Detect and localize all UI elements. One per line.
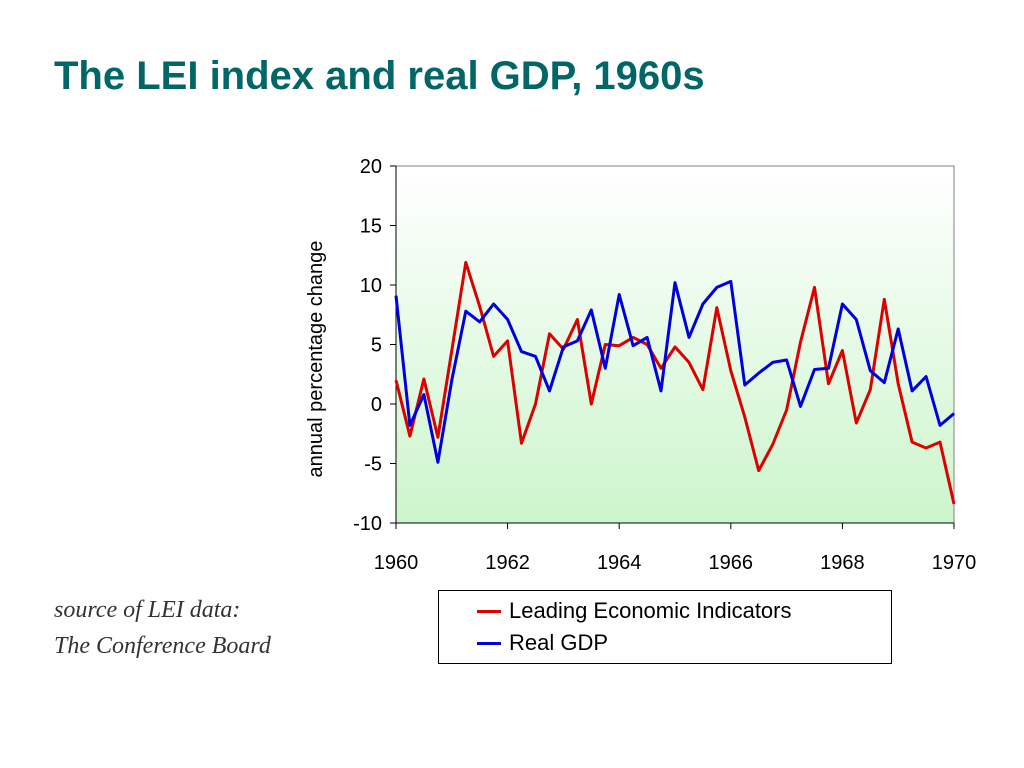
x-tick-label: 1960	[374, 552, 419, 574]
series-group	[394, 260, 956, 505]
legend-item-lei: Leading Economic Indicators	[477, 595, 891, 627]
y-tick-label: 5	[371, 335, 382, 357]
legend-label-lei: Leading Economic Indicators	[509, 598, 792, 623]
y-tick-label: 15	[360, 216, 382, 238]
y-tick-label: -10	[353, 513, 382, 535]
y-tick-label: 20	[360, 156, 382, 178]
legend-swatch-gdp	[477, 641, 501, 645]
y-tick-label: -5	[364, 454, 382, 476]
source-note: source of LEI data: The Conference Board	[54, 592, 271, 664]
x-tick-label: 1964	[597, 552, 642, 574]
slide-title: The LEI index and real GDP, 1960s	[54, 54, 705, 98]
plot-area	[395, 165, 955, 524]
y-tick-label: 0	[371, 394, 382, 416]
x-tick-label: 1970	[932, 552, 977, 574]
y-axis-label: annual percentage change	[305, 241, 327, 478]
x-tick-label: 1966	[709, 552, 754, 574]
chart-legend: Leading Economic Indicators Real GDP	[438, 590, 892, 664]
legend-item-gdp: Real GDP	[477, 627, 891, 659]
series-line-leading-economic-indicators	[394, 260, 956, 505]
legend-label-gdp: Real GDP	[509, 630, 609, 655]
source-note-line-2: The Conference Board	[54, 633, 271, 659]
x-tick-label: 1968	[820, 552, 865, 574]
y-tick-label: 10	[360, 275, 382, 297]
legend-swatch-lei	[477, 609, 501, 613]
series-line-real-gdp	[394, 279, 955, 464]
source-note-line-1: source of LEI data:	[54, 597, 241, 623]
x-tick-label: 1962	[485, 552, 530, 574]
axes: -10 -5 0 5 10 15 20 1960 1962 1964 1966 1968 1970	[353, 156, 976, 574]
